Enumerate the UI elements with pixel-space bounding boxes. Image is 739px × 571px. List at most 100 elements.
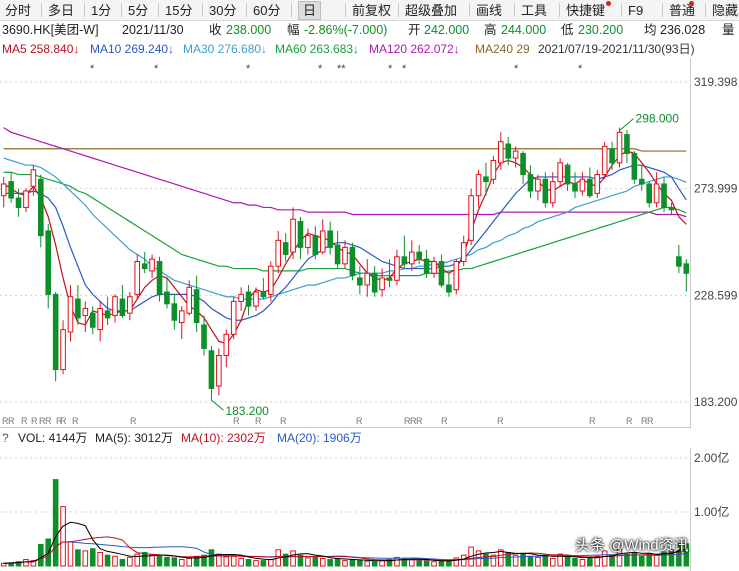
volume-bar[interactable]	[342, 560, 348, 567]
volume-bar[interactable]	[453, 557, 460, 567]
candle[interactable]	[423, 249, 430, 278]
candle[interactable]	[564, 162, 571, 192]
candle[interactable]	[104, 296, 111, 325]
volume-bar[interactable]	[349, 559, 356, 567]
volume-bar[interactable]	[394, 556, 400, 567]
volume-bar[interactable]	[357, 560, 363, 567]
candle[interactable]	[282, 233, 289, 262]
candle[interactable]	[216, 348, 222, 396]
candle[interactable]	[112, 294, 118, 323]
candle[interactable]	[30, 165, 37, 196]
candle[interactable]	[186, 280, 192, 316]
volume-bar[interactable]	[327, 559, 333, 567]
volume-bar[interactable]	[542, 554, 549, 567]
toolbar-item-1[interactable]: 多日	[48, 3, 75, 18]
volume-bar[interactable]	[112, 555, 118, 567]
candle[interactable]	[616, 127, 623, 168]
volume-bar[interactable]	[119, 559, 126, 567]
volume-bar[interactable]	[653, 554, 660, 567]
volume-bar[interactable]	[527, 555, 534, 567]
candle[interactable]	[661, 176, 667, 213]
event-star-icon[interactable]: *	[402, 63, 407, 75]
candle[interactable]	[89, 306, 96, 335]
candle[interactable]	[45, 223, 52, 309]
volume-bar[interactable]	[238, 557, 244, 567]
toolbar-item-14[interactable]: 普通	[669, 3, 696, 18]
volume-bar[interactable]	[60, 506, 66, 567]
volume-bar[interactable]	[245, 559, 252, 567]
candle[interactable]	[82, 301, 89, 332]
candle[interactable]	[208, 346, 215, 401]
candle[interactable]	[8, 172, 14, 203]
toolbar-item-9[interactable]: 超级叠加	[405, 3, 458, 18]
candle[interactable]	[23, 188, 29, 213]
candle[interactable]	[549, 172, 556, 208]
candle[interactable]	[171, 294, 178, 330]
candle[interactable]	[230, 296, 237, 340]
candle[interactable]	[535, 174, 541, 201]
candle[interactable]	[520, 151, 526, 184]
volume-bar[interactable]	[38, 543, 44, 567]
volume-bar[interactable]	[416, 560, 422, 567]
event-star-icon[interactable]: *	[578, 63, 583, 75]
candle[interactable]	[572, 172, 578, 199]
volume-bar[interactable]	[305, 557, 311, 567]
volume-bar[interactable]	[431, 561, 437, 567]
candle[interactable]	[676, 245, 682, 274]
toolbar-item-13[interactable]: F9	[628, 3, 644, 18]
candle[interactable]	[312, 226, 319, 260]
volume-bar[interactable]	[141, 552, 148, 567]
volume-bar[interactable]	[512, 554, 519, 567]
volume-bar[interactable]	[549, 557, 556, 567]
toolbar-item-4[interactable]: 15分	[165, 3, 193, 18]
candle[interactable]	[134, 254, 141, 300]
candle[interactable]	[119, 284, 126, 318]
volume-bar[interactable]	[30, 560, 37, 567]
candle[interactable]	[438, 254, 445, 288]
volume-bar[interactable]	[104, 554, 111, 567]
candle[interactable]	[127, 292, 133, 321]
candle[interactable]	[527, 165, 534, 199]
candle[interactable]	[305, 228, 311, 255]
candle[interactable]	[268, 261, 274, 302]
volume-bar[interactable]	[364, 560, 371, 567]
candle[interactable]	[587, 167, 593, 199]
candle[interactable]	[386, 259, 393, 288]
candle[interactable]	[327, 221, 333, 255]
candle[interactable]	[260, 277, 267, 300]
candle[interactable]	[512, 146, 519, 168]
volume-bar[interactable]	[75, 549, 81, 567]
candle[interactable]	[164, 277, 170, 309]
candle[interactable]	[253, 287, 259, 311]
volume-bar[interactable]	[683, 543, 690, 567]
volume-bar[interactable]	[149, 554, 155, 567]
candle[interactable]	[364, 259, 371, 297]
volume-bar[interactable]	[587, 556, 593, 567]
candle[interactable]	[349, 242, 356, 281]
candle[interactable]	[631, 151, 638, 184]
volume-bar[interactable]	[438, 560, 445, 567]
volume-bar[interactable]	[223, 556, 230, 567]
candle[interactable]	[460, 235, 467, 267]
volume-bar[interactable]	[23, 559, 29, 567]
volume-bar[interactable]	[557, 553, 563, 567]
event-star-icon[interactable]: *	[514, 63, 519, 75]
volume-bar[interactable]	[297, 554, 304, 567]
volume-bar[interactable]	[520, 553, 526, 567]
volume-bar[interactable]	[379, 560, 385, 567]
volume-bar[interactable]	[579, 559, 586, 567]
candle[interactable]	[75, 284, 81, 325]
help-icon[interactable]: ?	[2, 431, 9, 445]
toolbar-item-7[interactable]: 日	[298, 1, 322, 20]
candle[interactable]	[60, 320, 66, 375]
volume-bar[interactable]	[423, 560, 430, 567]
candle[interactable]	[624, 129, 630, 163]
volume-bar[interactable]	[156, 555, 163, 567]
candle[interactable]	[408, 240, 415, 271]
volume-bar[interactable]	[208, 549, 215, 567]
volume-bar[interactable]	[290, 550, 296, 567]
volume-bar[interactable]	[572, 557, 578, 567]
volume-bar[interactable]	[334, 558, 341, 567]
candle[interactable]	[446, 273, 452, 297]
volume-bar[interactable]	[52, 479, 59, 567]
